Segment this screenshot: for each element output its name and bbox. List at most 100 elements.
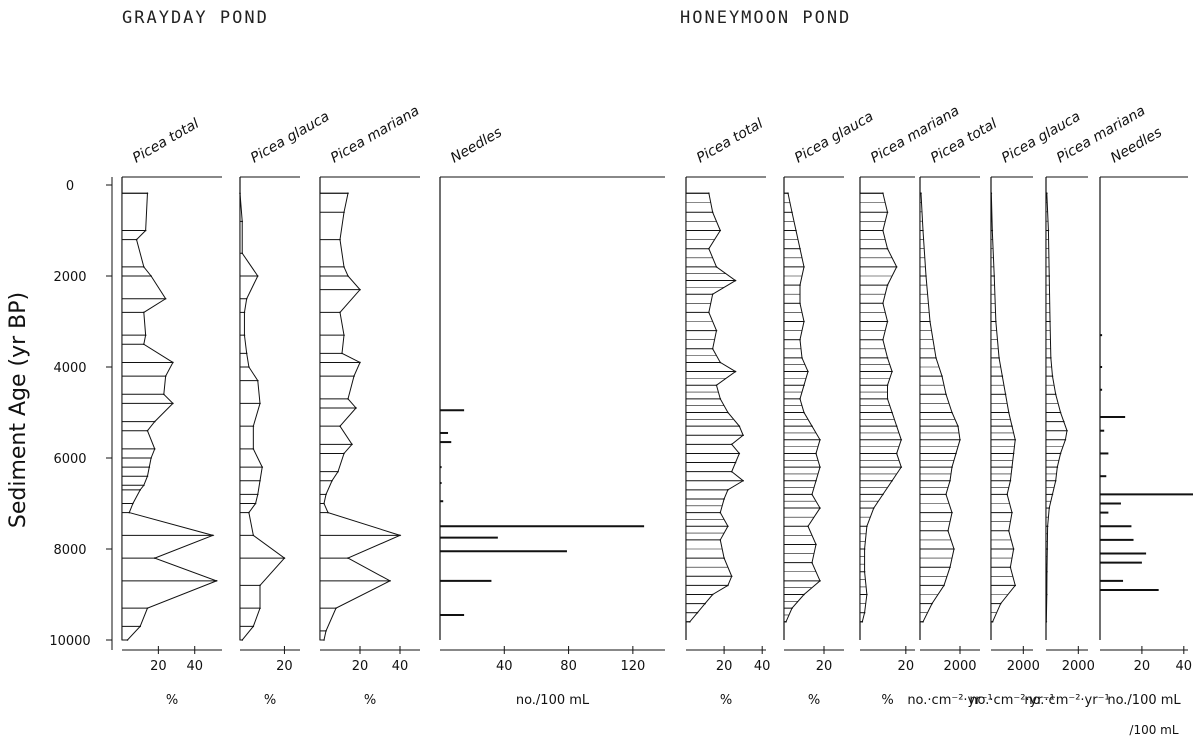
- data-point: [164, 297, 167, 300]
- data-point: [995, 320, 997, 323]
- data-point: [723, 498, 725, 500]
- data-point: [1046, 192, 1048, 194]
- data-point: [925, 275, 927, 277]
- data-point: [252, 425, 255, 427]
- panel-1: 20 40 Picea total%: [121, 116, 222, 708]
- data-point: [143, 311, 145, 314]
- data-point: [359, 288, 361, 291]
- panel-unit: no.·cm⁻²·yr⁻¹: [1024, 693, 1109, 708]
- data-point: [241, 639, 244, 641]
- data-point: [955, 452, 957, 455]
- area-profile: [783, 192, 821, 623]
- data-point: [935, 357, 937, 359]
- data-point: [895, 266, 898, 268]
- data-point: [153, 420, 156, 423]
- area-profile: [239, 193, 286, 641]
- data-point: [1054, 393, 1057, 396]
- data-point: [339, 425, 341, 427]
- data-point: [727, 525, 729, 528]
- data-point: [1046, 548, 1049, 550]
- y-tick-label: 4000: [53, 361, 86, 376]
- x-tick-label: 40: [754, 659, 771, 674]
- data-point: [1046, 570, 1048, 573]
- data-point: [730, 575, 733, 578]
- data-point: [738, 425, 741, 427]
- data-point: [886, 357, 889, 359]
- data-point: [882, 192, 884, 194]
- panel-unit: no.·cm⁻²·yr⁻¹: [969, 693, 1054, 708]
- data-point: [239, 192, 241, 194]
- data-point: [259, 584, 261, 587]
- data-point: [283, 557, 286, 559]
- data-point: [799, 338, 801, 341]
- data-point: [723, 557, 725, 559]
- data-point: [719, 229, 722, 232]
- data-point: [128, 511, 131, 514]
- data-point: [945, 493, 947, 496]
- data-point: [715, 329, 718, 332]
- site-title-honeymoon: HONEYMOON POND: [680, 8, 852, 28]
- data-point: [861, 621, 864, 623]
- y-tick-label: 0: [66, 179, 74, 194]
- data-point: [872, 507, 875, 509]
- data-point: [1048, 507, 1051, 509]
- data-point: [734, 279, 737, 282]
- data-point: [943, 584, 945, 587]
- data-point: [389, 580, 391, 582]
- y-tick-label: 8000: [53, 543, 86, 558]
- data-point: [215, 580, 218, 582]
- data-point: [742, 434, 744, 437]
- data-point: [245, 352, 248, 355]
- data-point: [163, 393, 165, 396]
- data-point: [715, 384, 718, 387]
- data-point: [807, 370, 809, 373]
- x-tick-label: 20: [352, 659, 369, 674]
- data-point: [886, 398, 889, 400]
- data-point: [341, 352, 343, 355]
- data-point: [990, 192, 993, 194]
- data-point: [811, 425, 813, 427]
- data-point: [331, 479, 333, 482]
- data-point: [256, 493, 259, 496]
- data-point: [929, 320, 931, 323]
- data-point: [347, 275, 349, 277]
- data-point: [351, 443, 353, 446]
- data-point: [153, 557, 156, 559]
- data-point: [949, 479, 951, 482]
- data-point: [252, 534, 255, 537]
- data-point: [945, 393, 947, 396]
- data-point: [1054, 479, 1057, 482]
- data-point: [991, 229, 994, 232]
- data-point: [153, 448, 156, 450]
- data-point: [882, 229, 884, 232]
- data-point: [819, 507, 821, 509]
- data-point: [734, 461, 737, 464]
- data-point: [863, 548, 866, 550]
- panel-unit: %: [166, 693, 178, 708]
- data-point: [882, 302, 884, 305]
- panel-unit: no.·cm⁻²·yr⁻¹: [907, 693, 992, 708]
- data-point: [951, 511, 953, 514]
- data-point: [998, 357, 1000, 359]
- data-point: [337, 470, 339, 473]
- panel-4: 40 80 120 Needles no./100 mL: [439, 124, 665, 708]
- data-point: [146, 475, 149, 478]
- data-point: [1045, 621, 1048, 623]
- data-point: [143, 343, 145, 346]
- y-axis: 0 2000 4000 6000 8000 10000 Sediment Age (yr B…: [6, 177, 113, 650]
- data-point: [991, 621, 994, 623]
- data-point: [343, 266, 345, 268]
- data-point: [895, 425, 898, 427]
- data-point: [891, 370, 893, 373]
- x-tick-label: 40: [1176, 659, 1193, 674]
- data-point: [135, 238, 138, 241]
- data-point: [243, 311, 246, 314]
- data-point: [711, 593, 714, 596]
- data-point: [708, 247, 710, 250]
- data-point: [708, 192, 710, 194]
- data-point: [807, 525, 809, 528]
- panel-unit: %: [364, 693, 376, 708]
- data-point: [715, 266, 718, 268]
